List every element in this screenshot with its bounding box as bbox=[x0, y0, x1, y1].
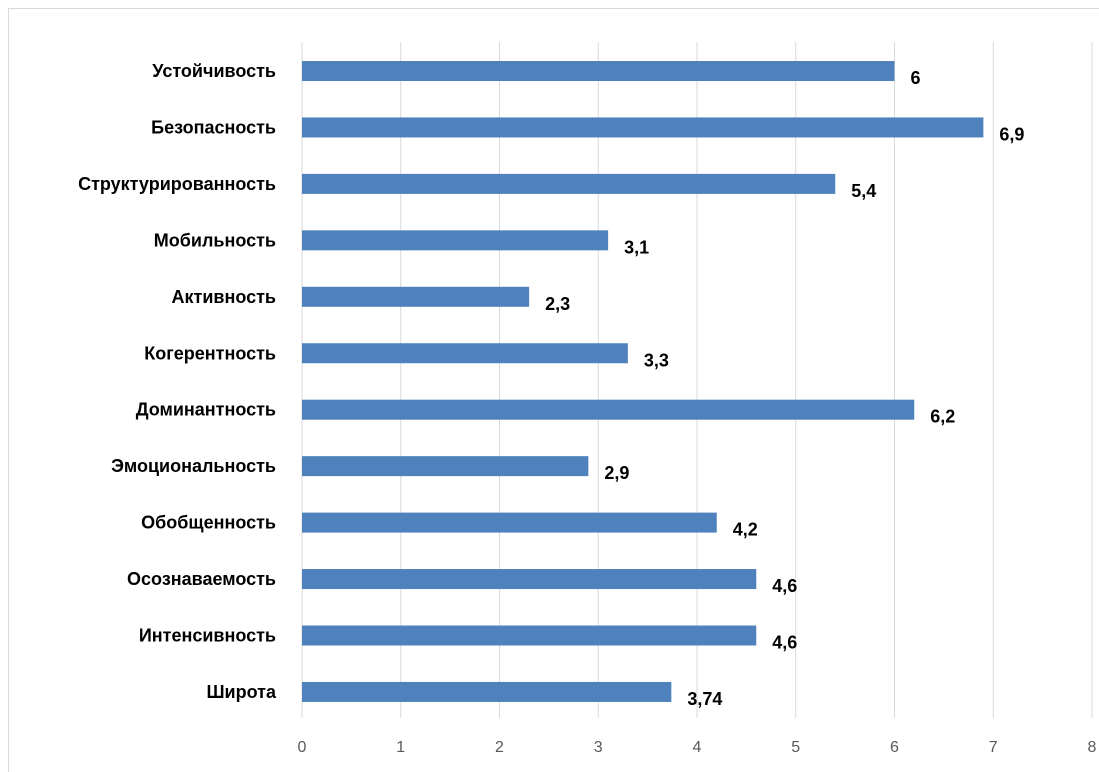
category-label: Интенсивность bbox=[139, 626, 276, 646]
x-tick-label: 0 bbox=[298, 739, 307, 756]
bar bbox=[302, 681, 672, 702]
category-label: Активность bbox=[172, 287, 276, 307]
data-label: 4,6 bbox=[772, 633, 797, 653]
x-tick-label: 8 bbox=[1088, 739, 1097, 756]
category-label: Эмоциональность bbox=[111, 456, 276, 476]
x-tick-label: 5 bbox=[791, 739, 800, 756]
data-label: 6,2 bbox=[930, 407, 955, 427]
x-tick-label: 2 bbox=[495, 739, 504, 756]
bar bbox=[302, 456, 589, 477]
category-label: Мобильность bbox=[154, 230, 276, 250]
category-label: Обобщенность bbox=[141, 513, 276, 533]
x-tick-label: 3 bbox=[594, 739, 603, 756]
category-label: Когерентность bbox=[144, 343, 276, 363]
category-label: Широта bbox=[206, 682, 277, 702]
bar bbox=[302, 286, 530, 307]
x-tick-label: 6 bbox=[890, 739, 899, 756]
category-label: Безопасность bbox=[151, 117, 276, 137]
bar bbox=[302, 399, 915, 420]
category-label: Осознаваемость bbox=[127, 569, 276, 589]
bar bbox=[302, 173, 836, 194]
data-label: 5,4 bbox=[851, 181, 876, 201]
category-label: Устойчивость bbox=[152, 61, 276, 81]
bar bbox=[302, 512, 717, 533]
bar bbox=[302, 625, 757, 646]
category-label: Доминантность bbox=[136, 400, 276, 420]
bar bbox=[302, 230, 609, 251]
data-label: 4,2 bbox=[733, 520, 758, 540]
data-label: 2,9 bbox=[604, 463, 629, 483]
category-label: Структурированность bbox=[78, 174, 276, 194]
x-tick-label: 1 bbox=[396, 739, 405, 756]
bar bbox=[302, 343, 628, 364]
data-label: 3,74 bbox=[687, 689, 722, 709]
data-label: 2,3 bbox=[545, 294, 570, 314]
bar bbox=[302, 569, 757, 590]
data-label: 4,6 bbox=[772, 576, 797, 596]
data-label: 3,3 bbox=[644, 350, 669, 370]
bar bbox=[302, 117, 984, 138]
x-tick-label: 7 bbox=[989, 739, 998, 756]
x-tick-label: 4 bbox=[693, 739, 702, 756]
data-label: 6 bbox=[911, 68, 921, 88]
bar bbox=[302, 61, 895, 81]
data-label: 6,9 bbox=[999, 124, 1024, 144]
data-label: 3,1 bbox=[624, 237, 649, 257]
